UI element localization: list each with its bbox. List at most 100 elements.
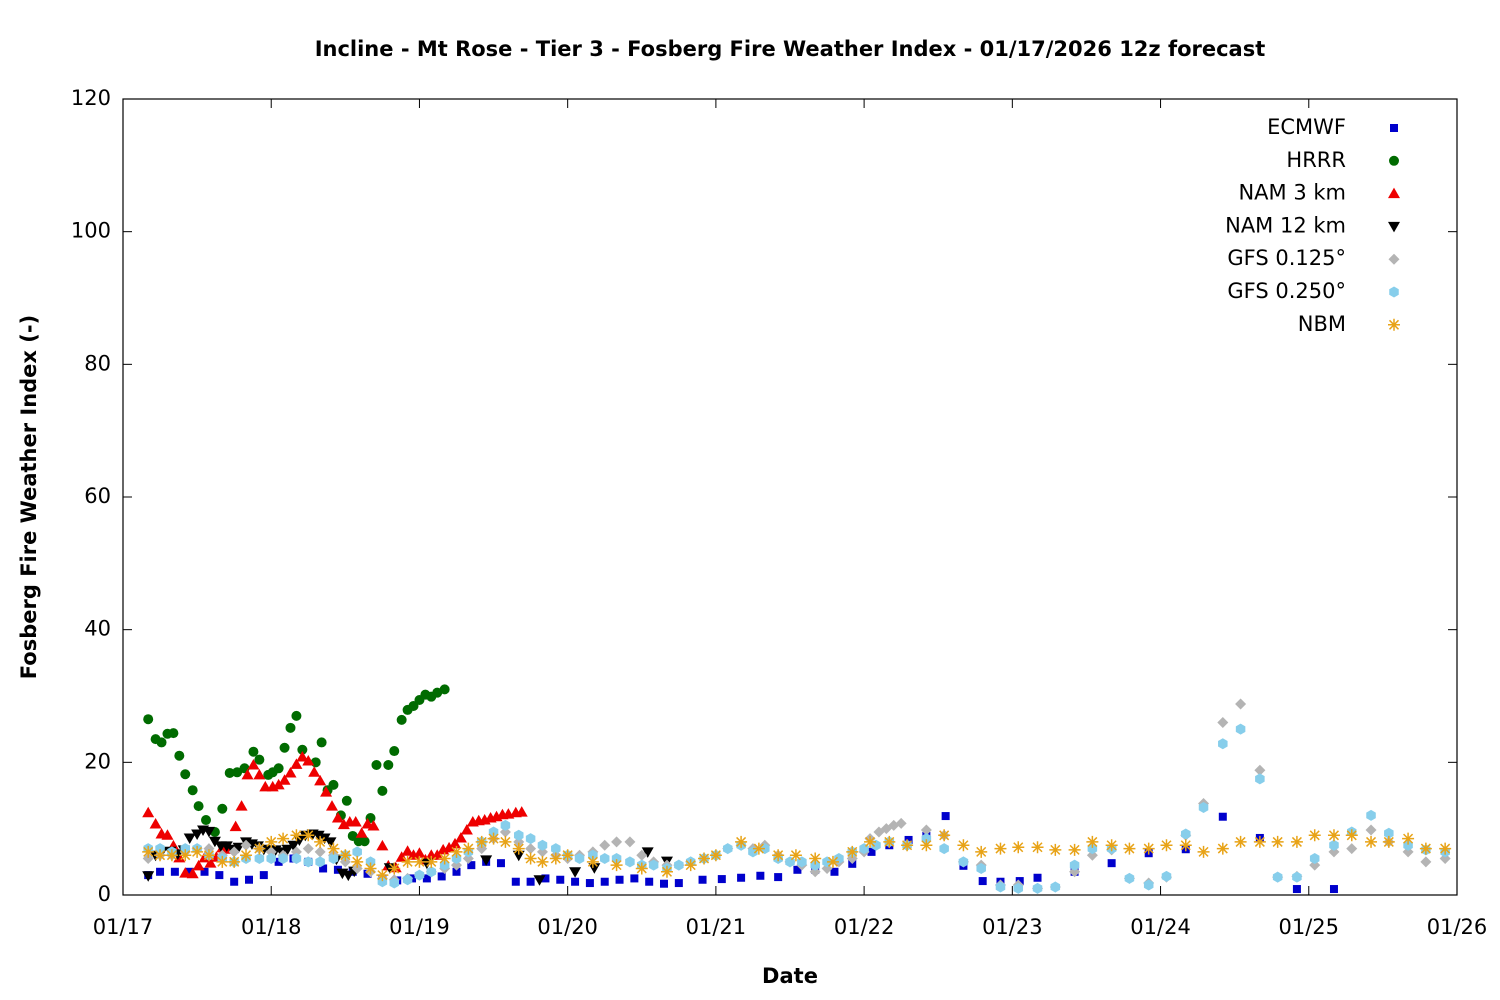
point: [376, 839, 389, 851]
point: [359, 836, 370, 847]
y-tick-label: 0: [98, 882, 111, 906]
point: [327, 842, 340, 855]
point: [388, 862, 401, 875]
legend-marker: [1388, 221, 1400, 233]
point: [401, 845, 414, 856]
x-tick-label: 01/21: [686, 915, 747, 939]
point: [371, 759, 382, 770]
point: [1049, 843, 1062, 856]
point: [320, 786, 333, 797]
point: [337, 818, 350, 830]
point: [551, 843, 561, 855]
point: [364, 862, 377, 875]
point: [277, 832, 290, 845]
point: [585, 879, 594, 888]
point: [1105, 839, 1118, 852]
y-tick-label: 80: [84, 351, 111, 375]
x-tick-label: 01/19: [389, 915, 450, 939]
point: [1309, 853, 1320, 865]
point: [1402, 832, 1415, 845]
legend-label: HRRR: [1286, 148, 1346, 172]
point: [156, 737, 167, 748]
point: [674, 859, 684, 871]
point: [975, 845, 988, 858]
legend-label: NBM: [1298, 312, 1346, 336]
point: [186, 867, 199, 879]
point: [302, 843, 314, 855]
point: [641, 847, 654, 858]
point: [278, 853, 288, 865]
point: [1179, 839, 1192, 852]
point: [302, 755, 315, 766]
point: [599, 839, 611, 851]
point: [204, 857, 217, 868]
point: [1254, 764, 1266, 776]
point: [556, 875, 565, 884]
point: [630, 874, 639, 883]
point: [674, 879, 683, 888]
point: [290, 829, 303, 842]
point: [253, 842, 266, 855]
point: [735, 835, 748, 848]
point: [1069, 859, 1080, 871]
point: [826, 855, 839, 868]
x-tick-label: 01/26: [1427, 915, 1488, 939]
point: [684, 859, 697, 872]
point: [352, 846, 362, 858]
point: [266, 853, 276, 865]
point: [648, 859, 659, 871]
point: [193, 801, 204, 812]
point: [1419, 842, 1432, 855]
point: [254, 853, 265, 865]
point: [339, 849, 352, 862]
point: [698, 875, 707, 884]
point: [1031, 841, 1044, 854]
point: [154, 849, 167, 862]
point: [864, 835, 877, 848]
point: [599, 853, 610, 865]
point: [180, 843, 191, 855]
point: [569, 867, 582, 878]
point: [303, 856, 314, 868]
point: [574, 853, 585, 865]
point: [240, 839, 252, 851]
legend-label: NAM 12 km: [1225, 213, 1346, 237]
point: [170, 867, 179, 876]
point: [161, 829, 174, 840]
point: [1253, 835, 1266, 848]
point: [533, 875, 546, 886]
point: [314, 846, 326, 858]
legend-marker: [1388, 187, 1400, 199]
point: [1255, 773, 1265, 785]
point: [499, 835, 512, 848]
point: [224, 767, 235, 778]
point: [201, 815, 212, 826]
point: [438, 852, 451, 865]
point: [377, 785, 388, 796]
point: [1160, 839, 1173, 852]
point: [328, 779, 339, 790]
point: [290, 758, 303, 769]
point: [454, 831, 467, 843]
point: [401, 855, 414, 868]
point: [451, 853, 462, 865]
point: [443, 841, 456, 853]
point: [1050, 881, 1061, 893]
point: [1292, 871, 1302, 883]
point: [247, 758, 260, 770]
point: [1403, 839, 1413, 851]
point: [273, 763, 284, 774]
point: [355, 827, 368, 838]
point: [1290, 835, 1303, 848]
point: [511, 877, 520, 886]
point: [259, 871, 268, 880]
point: [312, 830, 325, 842]
point: [425, 855, 438, 868]
legend-label: GFS 0.250°: [1227, 279, 1346, 303]
point: [500, 819, 511, 831]
point: [220, 841, 233, 852]
legend-marker: [1390, 124, 1398, 132]
point: [939, 843, 949, 855]
point: [722, 843, 733, 855]
point: [830, 867, 839, 876]
